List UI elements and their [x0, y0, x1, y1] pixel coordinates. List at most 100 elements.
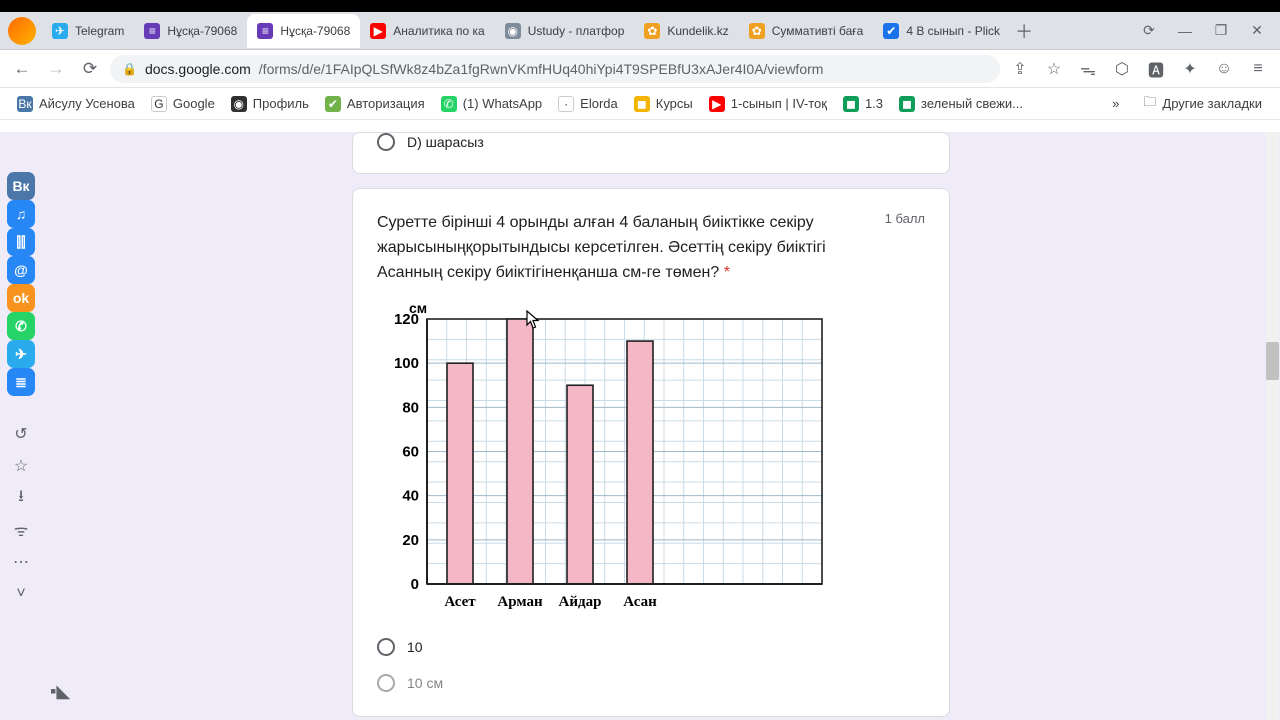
question-points: 1 балл — [885, 211, 925, 285]
page-viewport: Вк♫⫿⫿@ok✆✈≣ ↺ ☆ ⭳ ᯤ ⋯ ˅ ▪◣ D) шарасыз Суретте… — [0, 132, 1280, 720]
shield-icon[interactable]: ⬡ — [1108, 55, 1136, 83]
bookmark-item[interactable]: ✆(1) WhatsApp — [434, 91, 549, 117]
send-icon[interactable]: ᯓ — [1074, 55, 1102, 83]
option-label: 10 см — [407, 675, 443, 691]
sidebar-tool-icon[interactable]: ᯤ — [9, 518, 33, 542]
social-icon[interactable]: ✈ — [7, 340, 35, 368]
bookmark-favicon: · — [558, 96, 574, 112]
browser-tab[interactable]: ✈Telegram — [42, 14, 134, 48]
tab-favicon: ✈ — [52, 23, 68, 39]
scrollbar-track[interactable] — [1266, 132, 1279, 720]
nav-reload[interactable]: ⟳ — [76, 55, 104, 83]
social-icon[interactable]: ≣ — [7, 368, 35, 396]
option-label: D) шарасыз — [407, 134, 484, 150]
bookmark-item[interactable]: GGoogle — [144, 91, 222, 117]
share-icon[interactable]: ⇪ — [1006, 55, 1034, 83]
tab-title: Ustudy - платфор — [528, 24, 625, 38]
address-bar: ← → ⟳ 🔒 docs.google.com/forms/d/e/1FAIpQ… — [0, 50, 1280, 88]
tab-title: Суммативті баға — [772, 24, 864, 38]
url-host: docs.google.com — [145, 61, 251, 77]
form-column: D) шарасыз Суретте бірінші 4 орынды алға… — [352, 132, 950, 720]
social-icon[interactable]: @ — [7, 256, 35, 284]
tab-strip: ✈Telegram≡Нұсқа-79068≡Нұсқа-79068▶Аналит… — [0, 12, 1280, 50]
bookmark-label: 1-сынып | IV-тоқ — [731, 96, 827, 111]
toolbar-sync-icon[interactable]: ⟳ — [1132, 17, 1166, 45]
bookmark-item[interactable]: Вк Айсулу Усенова — [10, 91, 142, 117]
browser-window: ✈Telegram≡Нұсқа-79068≡Нұсқа-79068▶Аналит… — [0, 12, 1280, 720]
social-icon[interactable]: ⫿⫿ — [7, 228, 35, 256]
bookmark-favicon: ◼ — [843, 96, 859, 112]
bookmark-favicon: ✆ — [441, 96, 457, 112]
svg-text:100: 100 — [394, 356, 419, 373]
bookmark-item[interactable]: ✔Авторизация — [318, 91, 432, 117]
tab-title: 4 В сынып - Plick — [906, 24, 1000, 38]
bookmark-item[interactable]: ◼1.3 — [836, 91, 890, 117]
social-icon[interactable]: ok — [7, 284, 35, 312]
menu-icon[interactable]: ≡ — [1244, 55, 1272, 83]
window-close[interactable]: ✕ — [1240, 17, 1274, 45]
bookmark-label: Курсы — [656, 96, 693, 111]
profile-icon[interactable]: ☺ — [1210, 55, 1238, 83]
options-group: 10 10 см — [377, 638, 925, 692]
bookmark-label: Google — [173, 96, 215, 111]
sidebar-tool-icon[interactable]: ˅ — [9, 582, 33, 606]
feedback-icon[interactable]: ▪◣ — [50, 681, 70, 702]
extensions-icon[interactable]: ✦ — [1176, 55, 1204, 83]
previous-question-card: D) шарасыз — [352, 132, 950, 174]
svg-text:60: 60 — [402, 444, 419, 461]
tab-favicon: ◉ — [505, 23, 521, 39]
sidebar-tool-icon[interactable]: ↺ — [9, 422, 33, 446]
nav-forward: → — [42, 55, 70, 83]
browser-tab[interactable]: ◉ Ustudy - платфор — [495, 14, 635, 48]
bookmark-favicon: ◼ — [634, 96, 650, 112]
social-sidebar: Вк♫⫿⫿@ok✆✈≣ ↺ ☆ ⭳ ᯤ ⋯ ˅ — [6, 172, 36, 614]
sidebar-tool-icon[interactable]: ☆ — [9, 454, 33, 478]
other-bookmarks[interactable]: Другие закладки — [1162, 96, 1262, 111]
sidebar-tool-icon[interactable]: ⋯ — [9, 550, 33, 574]
nav-back[interactable]: ← — [8, 55, 36, 83]
bookmark-item[interactable]: ◉ Профиль — [224, 91, 316, 117]
social-icon[interactable]: ♫ — [7, 200, 35, 228]
bookmark-label: Профиль — [253, 96, 309, 111]
radio-button[interactable] — [377, 674, 395, 692]
bookmark-label: Авторизация — [347, 96, 425, 111]
option-row[interactable]: 10 см — [377, 674, 925, 692]
browser-tab[interactable]: ✿Kundelik.kz — [634, 14, 738, 48]
scrollbar-thumb[interactable] — [1266, 342, 1279, 380]
window-minimize[interactable]: — — [1168, 17, 1202, 45]
social-icon[interactable]: ✆ — [7, 312, 35, 340]
translate-icon[interactable]: 🅰 — [1142, 55, 1170, 83]
browser-tab[interactable]: ✔4 В сынып - Plick — [873, 14, 1010, 48]
bookmark-favicon: Вк — [17, 96, 33, 112]
option-row[interactable]: 10 — [377, 638, 925, 656]
tab-favicon: ▶ — [370, 23, 386, 39]
bookmark-favicon: ◉ — [231, 96, 247, 112]
bookmark-favicon: ◼ — [899, 96, 915, 112]
social-icon[interactable]: Вк — [7, 172, 35, 200]
browser-tab[interactable]: ≡Нұсқа-79068 — [134, 14, 247, 48]
tab-favicon: ≡ — [144, 23, 160, 39]
bookmark-item[interactable]: ◼ Курсы — [627, 91, 700, 117]
tab-favicon: ✿ — [749, 23, 765, 39]
bookmark-item[interactable]: ▶1-сынып | IV-тоқ — [702, 91, 834, 117]
chart-image: 020406080100120смАсетАрманАйдарАсан — [377, 299, 925, 624]
url-input[interactable]: 🔒 docs.google.com/forms/d/e/1FAIpQLSfWk8… — [110, 55, 1000, 83]
browser-tab[interactable]: ✿ Суммативті баға — [739, 14, 874, 48]
window-maximize[interactable]: ❐ — [1204, 17, 1238, 45]
bookmark-label: Айсулу Усенова — [39, 96, 135, 111]
option-row[interactable]: D) шарасыз — [377, 133, 925, 151]
bookmark-star-icon[interactable]: ☆ — [1040, 55, 1068, 83]
svg-text:20: 20 — [402, 532, 419, 549]
bookmarks-overflow[interactable]: » — [1112, 96, 1119, 111]
sidebar-tool-icon[interactable]: ⭳ — [9, 486, 33, 510]
svg-text:Асет: Асет — [444, 594, 476, 610]
new-tab-button[interactable]: ＋ — [1010, 18, 1038, 44]
radio-button[interactable] — [377, 638, 395, 656]
browser-tab[interactable]: ▶Аналитика по ка — [360, 14, 494, 48]
browser-home-icon[interactable] — [8, 17, 36, 45]
question-card: Суретте бірінші 4 орынды алған 4 баланың… — [352, 188, 950, 717]
browser-tab[interactable]: ≡Нұсқа-79068 — [247, 14, 360, 48]
radio-button[interactable] — [377, 133, 395, 151]
bookmark-item[interactable]: ·Elorda — [551, 91, 625, 117]
bookmark-item[interactable]: ◼зеленый свежи... — [892, 91, 1030, 117]
